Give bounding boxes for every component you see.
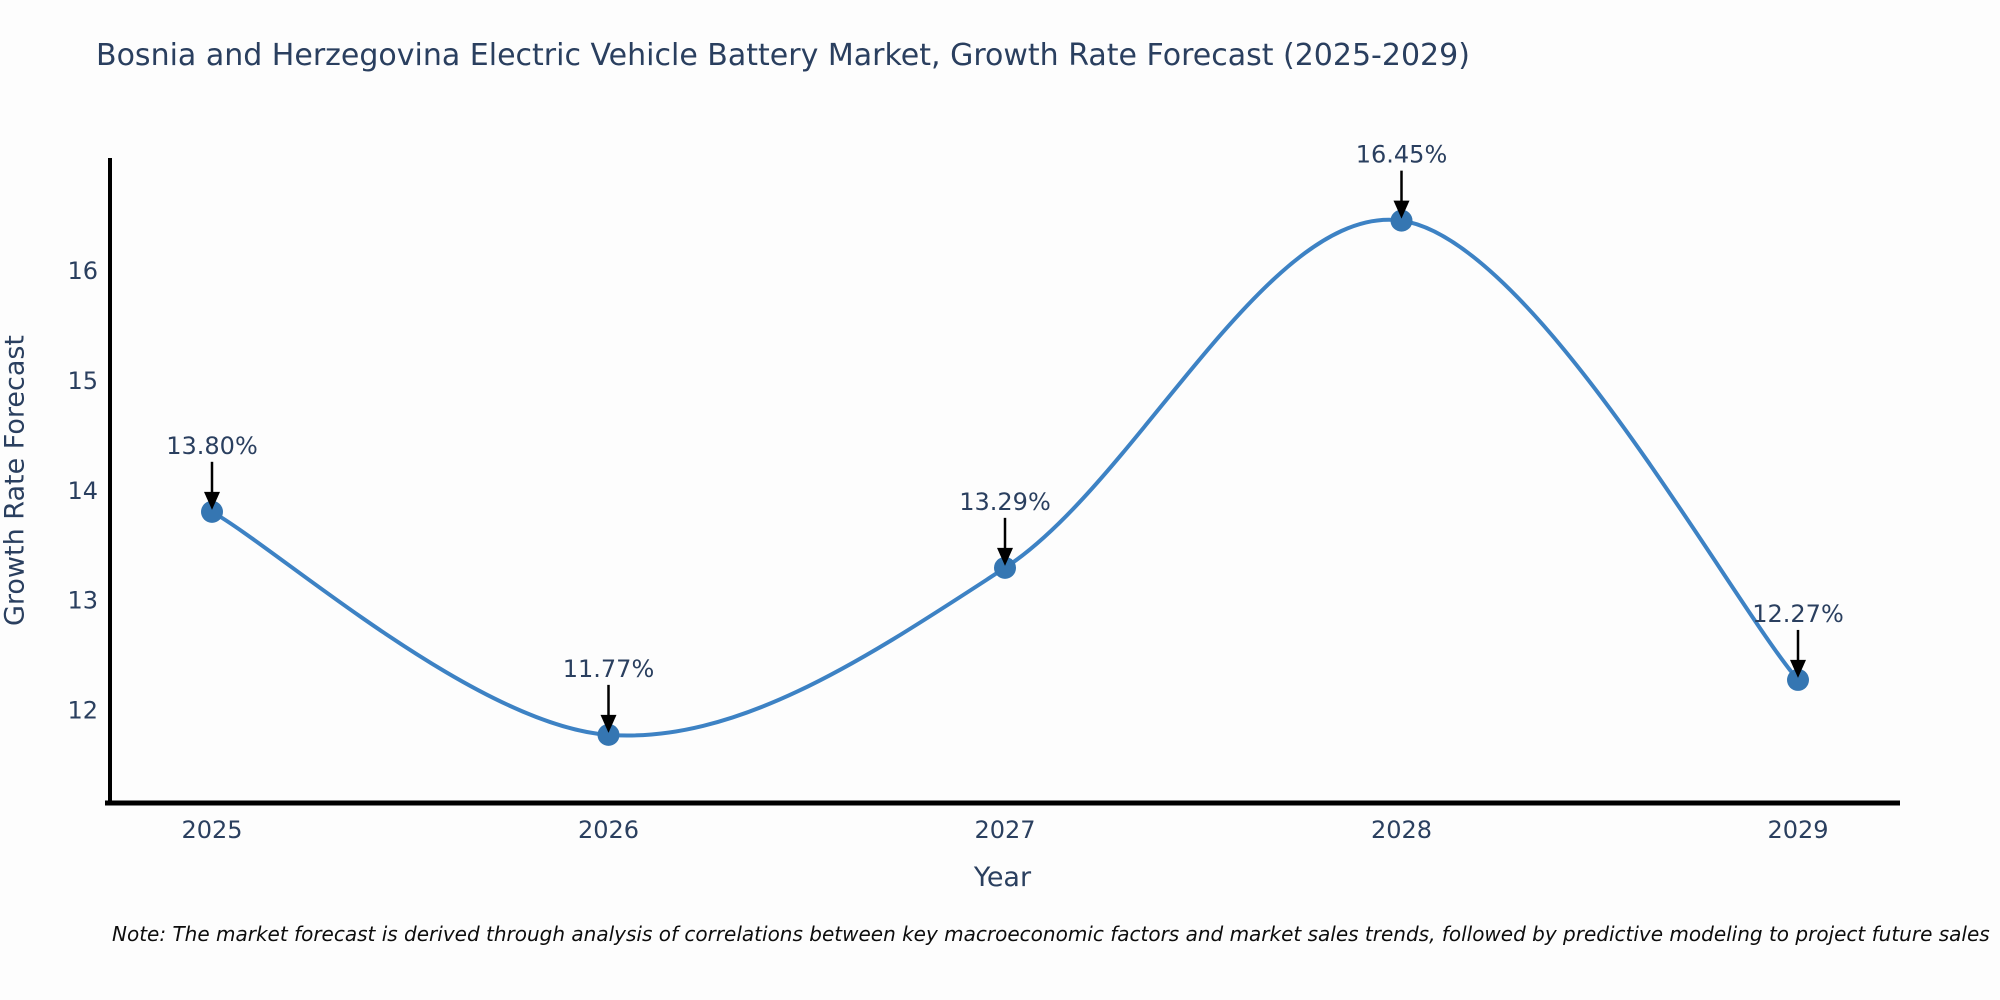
- chart-title: Bosnia and Herzegovina Electric Vehicle …: [96, 38, 1470, 73]
- y-tick-label: 14: [67, 477, 98, 505]
- x-axis-title: Year: [973, 862, 1032, 893]
- y-tick-label: 15: [67, 367, 98, 395]
- data-point-label: 12.27%: [1752, 600, 1844, 628]
- annotation-arrowhead-icon: [600, 714, 617, 733]
- forecast-line: [210, 217, 1800, 738]
- data-point-marker[interactable]: [1787, 668, 1809, 691]
- annotation-arrowhead-icon: [1790, 659, 1806, 678]
- data-point-marker[interactable]: [1390, 209, 1413, 232]
- annotation-arrowhead-icon: [1393, 200, 1410, 219]
- x-tick-label: 2025: [181, 816, 242, 844]
- x-tick-label: 2029: [1767, 816, 1828, 844]
- x-tick-label: 2026: [578, 816, 639, 844]
- data-point-marker[interactable]: [201, 500, 223, 523]
- annotation-arrowhead-icon: [997, 547, 1013, 566]
- y-axis-title: Growth Rate Forecast: [0, 334, 31, 627]
- data-point-label: 11.77%: [563, 655, 655, 683]
- data-point-label: 13.80%: [166, 432, 258, 460]
- y-tick-label: 13: [67, 587, 98, 615]
- y-tick-label: 16: [67, 257, 98, 285]
- y-tick-label: 12: [67, 697, 98, 725]
- annotation-arrowhead-icon: [204, 491, 220, 510]
- data-point-label: 13.29%: [959, 488, 1051, 516]
- data-point-marker[interactable]: [597, 723, 620, 746]
- footnote: Note: The market forecast is derived thr…: [112, 922, 1990, 946]
- x-tick-label: 2028: [1371, 816, 1432, 844]
- data-point-marker[interactable]: [994, 556, 1016, 579]
- x-tick-label: 2027: [974, 816, 1035, 844]
- data-point-label: 16.45%: [1356, 141, 1448, 169]
